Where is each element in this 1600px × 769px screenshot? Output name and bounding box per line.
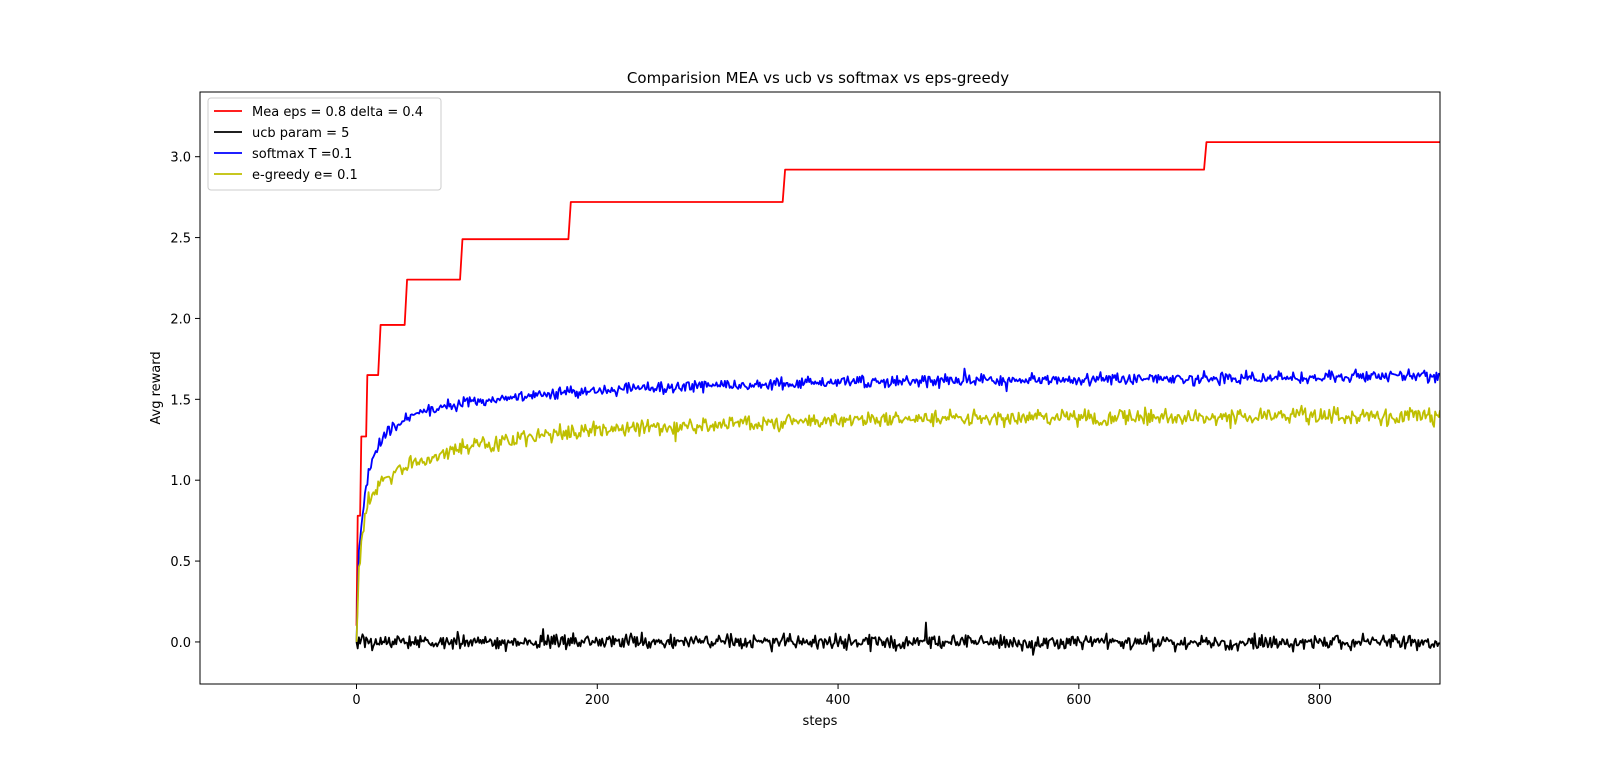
series-line-1	[355, 141, 1440, 626]
y-tick-label-1.5: 1.5	[170, 393, 191, 408]
plot-frame	[199, 91, 1441, 685]
legend: Mea eps = 0.8 delta = 0.4 ucb param = 5 so…	[207, 97, 442, 191]
chart-title: Comparision MEA vs ucb vs softmax vs eps…	[627, 69, 1009, 87]
legend-label-2: ucb param = 5	[252, 126, 349, 141]
plot-area	[199, 91, 1441, 685]
series-layer	[355, 141, 1440, 656]
legend-label-3: softmax T =0.1	[252, 147, 352, 162]
series-line-2	[355, 621, 1440, 656]
y-tick-label-1.0: 1.0	[170, 474, 191, 489]
y-tick-label-2.5: 2.5	[170, 232, 191, 247]
legend-label-1: Mea eps = 0.8 delta = 0.4	[252, 105, 423, 120]
y-tick-label-0.0: 0.0	[170, 636, 191, 651]
y-axis-label: Avg reward	[149, 351, 164, 424]
series-line-4	[355, 404, 1440, 642]
y-tick-label-3.0: 3.0	[170, 151, 191, 166]
y-tick-label-2.0: 2.0	[170, 312, 191, 327]
series-line-3	[355, 367, 1440, 642]
y-tick-label-0.5: 0.5	[170, 555, 191, 570]
x-tick-label-0: 0	[352, 693, 360, 708]
x-tick-label-200: 200	[585, 693, 610, 708]
x-axis-label: steps	[803, 714, 838, 729]
x-tick-label-400: 400	[826, 693, 851, 708]
x-tick-label-600: 600	[1066, 693, 1091, 708]
legend-label-4: e-greedy e= 0.1	[252, 168, 358, 183]
x-axis: 0 200 400 600 800	[352, 684, 1332, 708]
legend-box	[207, 97, 442, 191]
x-tick-label-800: 800	[1307, 693, 1332, 708]
y-axis: 0.0 0.5 1.0 1.5 2.0 2.5 3.0	[170, 151, 200, 651]
